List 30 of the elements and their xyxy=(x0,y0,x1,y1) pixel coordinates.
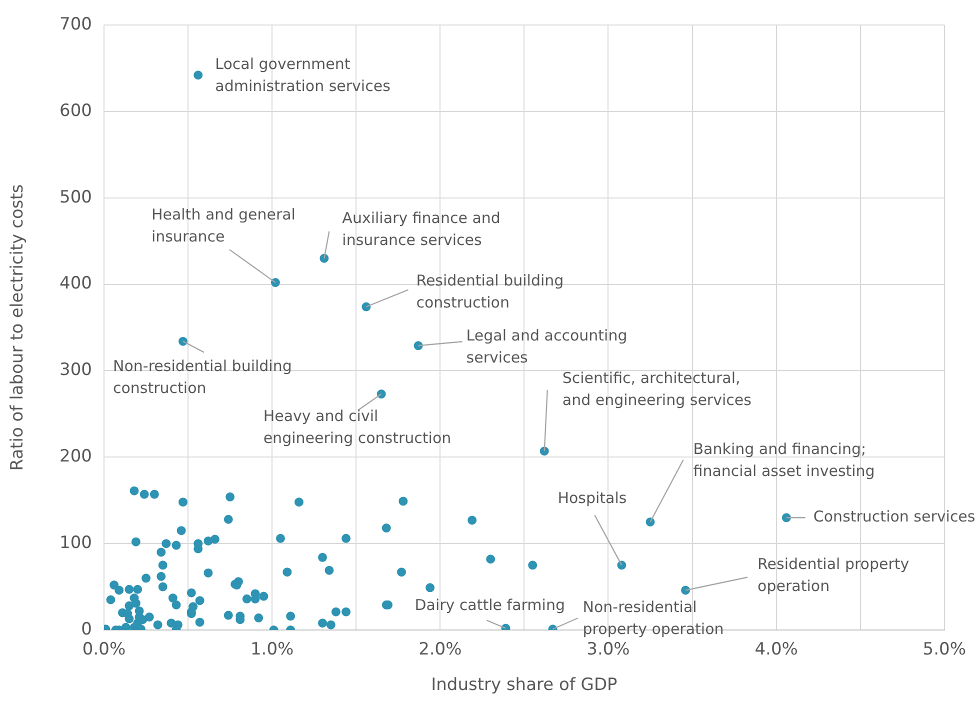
y-tick-label: 500 xyxy=(60,187,92,208)
annotation: Residential property operation xyxy=(758,555,910,596)
y-tick-label: 200 xyxy=(60,446,92,467)
x-tick-label: 4.0% xyxy=(754,640,798,660)
y-tick-label: 100 xyxy=(60,532,92,553)
annotation: Non-residential building construction xyxy=(113,357,292,398)
annotation: Legal and accounting services xyxy=(466,326,628,367)
annotation: Local government administration services xyxy=(215,55,391,96)
y-tick-label: 600 xyxy=(60,100,92,121)
annotation: Non-residential property operation xyxy=(582,598,724,638)
annotation: Construction services xyxy=(813,508,976,526)
y-tick-label: 400 xyxy=(60,274,92,294)
annotation: Health and general insurance xyxy=(151,205,296,246)
y-tick-label: 0 xyxy=(81,619,92,640)
x-axis-title: Industry share of GDP xyxy=(431,675,618,696)
y-axis-title: Ratio of labour to electricity costs xyxy=(8,184,28,471)
annotation: Dairy cattle farming xyxy=(414,596,565,614)
annotation: Scientific, architectural, and engineering services xyxy=(562,368,752,409)
annotation: Banking and financing; financial asset investing xyxy=(693,440,875,480)
annotation: Residential building construction xyxy=(416,272,564,312)
y-tick-label: 300 xyxy=(60,360,92,380)
annotation: Hospitals xyxy=(558,489,627,508)
x-tick-label: 1.0% xyxy=(250,640,294,660)
annotation: Heavy and civil engineering construction xyxy=(263,406,452,447)
y-tick-label: 700 xyxy=(60,14,92,34)
annotation: Auxiliary finance and insurance services xyxy=(342,209,500,250)
x-tick-label: 0.0% xyxy=(82,640,126,660)
x-tick-label: 5.0% xyxy=(922,640,966,660)
x-tick-label: 3.0% xyxy=(586,640,630,660)
x-tick-label: 2.0% xyxy=(418,640,462,660)
